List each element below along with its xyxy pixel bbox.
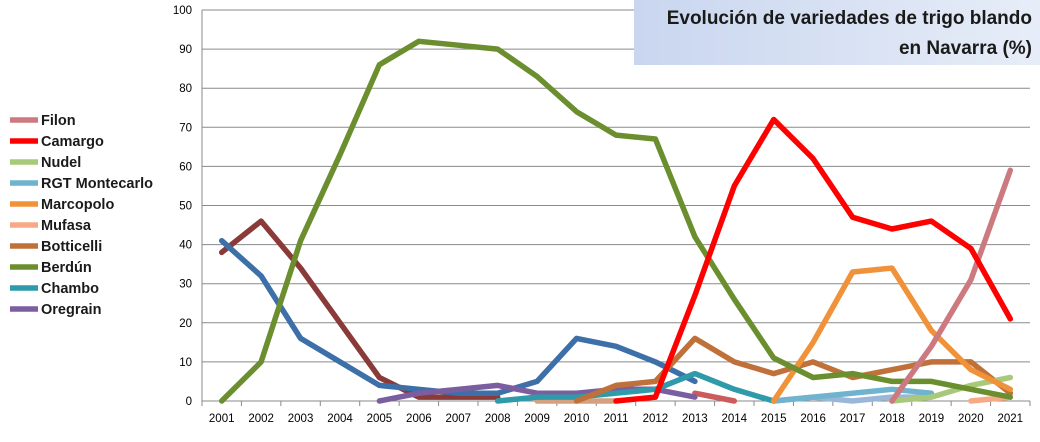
y-tick-label: 20	[179, 318, 192, 330]
x-tick-label: 2016	[800, 413, 826, 425]
x-tick-label: 2006	[406, 413, 432, 425]
series-line-chambo	[494, 370, 777, 404]
series-line-unlabeled-1	[218, 218, 501, 400]
x-tick-label: 2012	[643, 413, 669, 425]
y-tick-label: 70	[179, 122, 192, 134]
x-tick-label: 2015	[761, 413, 787, 425]
x-tick-label: 2005	[367, 413, 393, 425]
legend-label: Chambo	[41, 281, 99, 297]
legend-label: Oregrain	[41, 302, 101, 318]
series-line-marcopolo	[770, 265, 1014, 404]
legend: Filon Camargo Nudel RGT Montecarlo Marcopolo…	[10, 113, 153, 318]
x-tick-label: 2001	[209, 413, 235, 425]
series-line-camargo	[613, 116, 1014, 404]
series-lines	[218, 38, 1014, 404]
y-tick-label: 80	[179, 83, 192, 95]
x-tick-label: 2018	[879, 413, 905, 425]
y-tick-label: 30	[179, 279, 192, 291]
x-tick-label: 2007	[445, 413, 471, 425]
x-tick-label: 2014	[721, 413, 747, 425]
x-tick-label: 2011	[604, 413, 629, 425]
legend-label: Mufasa	[41, 218, 92, 234]
title-line-2: en Navarra (%)	[899, 38, 1032, 59]
x-tick-label: 2020	[958, 413, 984, 425]
legend-label: Nudel	[41, 155, 81, 171]
x-tick-label: 2021	[997, 413, 1023, 425]
x-tick-label: 2002	[248, 413, 274, 425]
x-tick-label: 2013	[682, 413, 708, 425]
y-tick-label: 100	[173, 5, 192, 17]
series-line-unlabeled-4	[692, 390, 738, 404]
y-tick-label: 90	[179, 44, 192, 56]
legend-label: Botticelli	[41, 239, 102, 255]
title-background	[634, 0, 1040, 65]
chart-title: Evolución de variedades de trigo blando …	[634, 0, 1040, 65]
legend-label: Berdún	[41, 260, 92, 276]
x-tick-label: 2003	[288, 413, 314, 425]
series-line-filon	[889, 167, 1014, 404]
x-tick-label: 2008	[485, 413, 511, 425]
series-line-unlabeled-2	[218, 237, 698, 396]
x-tick-label: 2017	[840, 413, 866, 425]
x-tick-label: 2019	[919, 413, 945, 425]
legend-label: Marcopolo	[41, 197, 114, 213]
x-tick-label: 2009	[524, 413, 550, 425]
legend-label: RGT Montecarlo	[41, 176, 153, 192]
x-tick-label: 2004	[327, 413, 353, 425]
y-tick-label: 60	[179, 161, 192, 173]
x-tick-label: 2010	[564, 413, 590, 425]
y-tick-label: 0	[186, 396, 192, 408]
y-tick-label: 40	[179, 240, 192, 252]
series-line-rgt-montecarlo	[770, 386, 935, 404]
legend-label: Camargo	[41, 134, 104, 150]
y-tick-label: 50	[179, 201, 192, 213]
legend-label: Filon	[41, 113, 76, 129]
y-tick-label: 10	[179, 357, 192, 369]
series-line-berd-n	[218, 38, 1014, 404]
title-line-1: Evolución de variedades de trigo blando	[667, 8, 1032, 29]
